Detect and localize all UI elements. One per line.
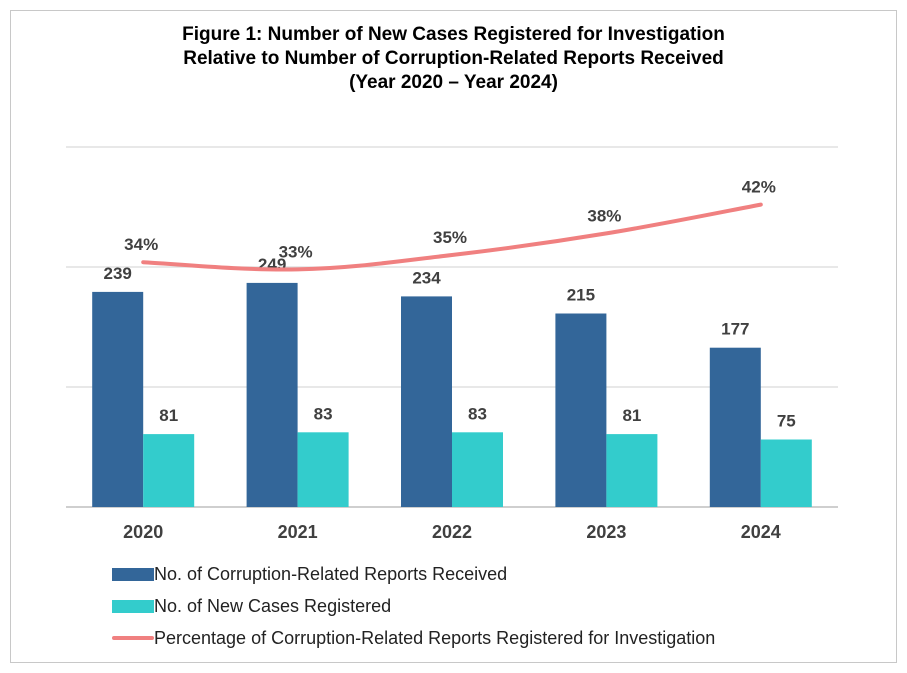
- legend-label-percentage: Percentage of Corruption-Related Reports…: [154, 627, 716, 648]
- data-label-percentage: 35%: [433, 228, 467, 247]
- data-label-percentage: 38%: [587, 206, 621, 225]
- legend-label-cases: No. of New Cases Registered: [154, 595, 392, 616]
- chart-title: Figure 1: Number of New Cases Registered…: [0, 23, 907, 95]
- data-label-reports: 215: [567, 286, 595, 305]
- data-label-cases: 75: [777, 412, 796, 431]
- chart-title-line-3: (Year 2020 – Year 2024): [349, 72, 558, 93]
- bar-reports: [709, 347, 761, 507]
- chart-title-line-1: Figure 1: Number of New Cases Registered…: [182, 24, 725, 45]
- chart-frame: [10, 10, 897, 663]
- bar-reports: [401, 296, 452, 507]
- legend-label-reports: No. of Corruption-Related Reports Receiv…: [154, 563, 508, 584]
- chart-title-line-2: Relative to Number of Corruption-Related…: [183, 48, 724, 69]
- data-label-cases: 81: [159, 406, 178, 425]
- bar-cases: [297, 432, 349, 507]
- x-tick-label: 2023: [586, 522, 626, 542]
- legend-item-reports: No. of Corruption-Related Reports Receiv…: [112, 558, 715, 590]
- x-tick-label: 2022: [432, 522, 472, 542]
- bar-reports: [246, 282, 298, 507]
- chart-legend: No. of Corruption-Related Reports Receiv…: [112, 558, 715, 654]
- data-label-reports: 239: [104, 264, 132, 283]
- line-percentage: [141, 202, 763, 272]
- bar-cases: [452, 432, 503, 507]
- data-label-reports: 234: [412, 268, 441, 287]
- bar-reports: [92, 291, 144, 507]
- data-label-cases: 83: [468, 404, 487, 423]
- data-label-reports: 177: [721, 320, 749, 339]
- data-label-cases: 83: [314, 404, 333, 423]
- legend-swatch-percentage: [112, 636, 154, 640]
- bar-cases: [143, 434, 195, 507]
- data-label-cases: 81: [622, 406, 641, 425]
- legend-swatch-cases: [112, 599, 154, 613]
- x-tick-label: 2024: [741, 522, 781, 542]
- legend-item-cases: No. of New Cases Registered: [112, 590, 715, 622]
- x-tick-label: 2020: [123, 522, 163, 542]
- x-tick-label: 2021: [278, 522, 318, 542]
- legend-item-percentage: Percentage of Corruption-Related Reports…: [112, 622, 715, 654]
- bar-reports: [555, 313, 607, 507]
- bar-cases: [606, 434, 658, 507]
- data-label-percentage: 33%: [279, 242, 313, 261]
- legend-swatch-reports: [112, 567, 154, 581]
- data-label-percentage: 34%: [124, 235, 158, 254]
- data-label-percentage: 42%: [742, 178, 776, 197]
- bar-cases: [760, 439, 812, 507]
